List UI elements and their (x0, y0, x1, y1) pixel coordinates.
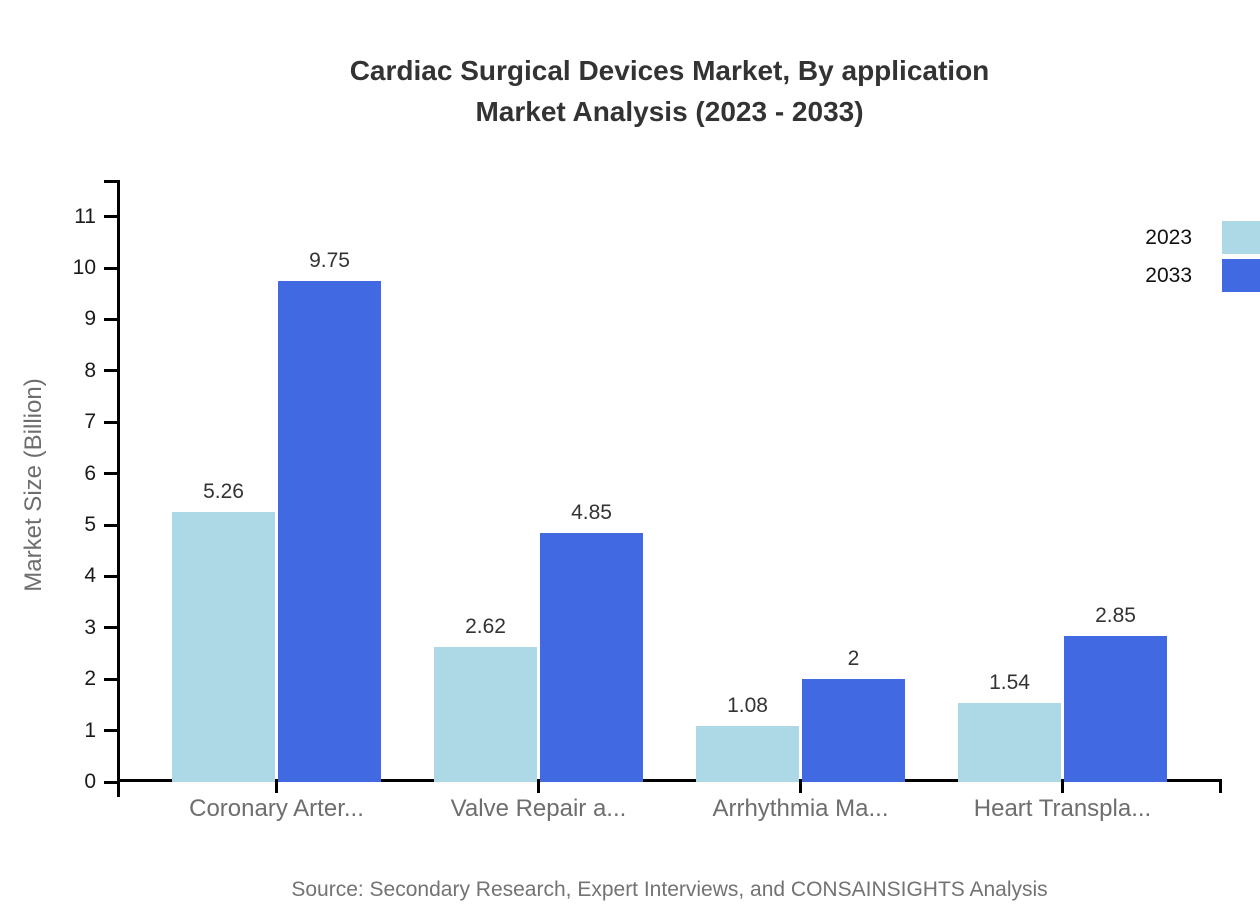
category-label: Coronary Arter... (189, 795, 364, 822)
y-tick (104, 472, 117, 476)
x-axis-line (117, 779, 1222, 782)
chart-title: Cardiac Surgical Devices Market, By appl… (117, 50, 1222, 132)
bar-value-label: 4.85 (571, 500, 612, 524)
x-tick (1061, 779, 1064, 793)
legend-label: 2023 (1145, 226, 1192, 249)
y-axis-line (117, 180, 120, 797)
y-axis-end-cap (104, 180, 117, 183)
chart-title-line-1: Cardiac Surgical Devices Market, By appl… (349, 55, 990, 86)
bar-2033-4 (1064, 635, 1167, 782)
y-tick-label: 10 (72, 256, 96, 279)
y-tick (104, 523, 117, 527)
y-tick-label: 11 (74, 204, 96, 228)
y-tick (104, 780, 117, 784)
y-tick (104, 369, 117, 373)
legend-swatch-2023 (1222, 221, 1260, 254)
y-tick (104, 626, 117, 630)
legend: 2023 2033 (1145, 221, 1260, 292)
bar-2023-3 (696, 726, 799, 782)
y-tick (104, 420, 117, 424)
x-tick (799, 779, 802, 793)
bar-2023-2 (434, 647, 537, 782)
category-label: Heart Transpla... (973, 795, 1152, 822)
y-tick (104, 729, 117, 733)
y-tick-label: 1 (84, 718, 96, 742)
category-label: Arrhythmia Ma... (712, 795, 889, 822)
bar-2033-2 (540, 532, 643, 782)
y-tick-label: 9 (84, 307, 96, 331)
y-tick (104, 215, 117, 219)
y-tick-label: 4 (84, 564, 96, 588)
bar-value-label: 9.75 (309, 248, 350, 272)
legend-swatch-2033 (1222, 259, 1260, 292)
category-label: Valve Repair a... (450, 795, 627, 822)
y-tick-label: 2 (84, 667, 96, 691)
source-text: Source: Secondary Research, Expert Inter… (291, 878, 1048, 901)
y-tick-label: 3 (84, 615, 96, 639)
y-tick (104, 317, 117, 321)
y-tick (104, 266, 117, 270)
bar-value-label: 1.54 (989, 670, 1030, 694)
bar-value-label: 2 (847, 647, 860, 671)
bar-2023-1 (172, 511, 275, 782)
legend-item-2023: 2023 (1145, 221, 1260, 254)
legend-label: 2033 (1145, 264, 1192, 287)
legend-item-2033: 2033 (1145, 259, 1260, 292)
bar-value-label: 5.26 (203, 479, 244, 503)
bar-value-label: 2.62 (465, 615, 506, 639)
x-tick (537, 779, 540, 793)
chart-title-line-2: Market Analysis (2023 - 2033) (475, 96, 864, 127)
y-tick (104, 574, 117, 578)
bar-2033-3 (802, 679, 905, 782)
x-tick (275, 779, 278, 793)
y-tick-label: 0 (84, 770, 96, 793)
x-axis-end-cap (1219, 779, 1222, 793)
y-tick-label: 5 (84, 513, 96, 536)
y-tick (104, 677, 117, 681)
y-tick-label: 8 (84, 358, 96, 382)
bar-2033-1 (278, 280, 381, 782)
bar-value-label: 1.08 (727, 694, 768, 718)
bar-value-label: 2.85 (1095, 603, 1136, 627)
y-tick-label: 6 (84, 461, 96, 485)
y-tick-label: 7 (84, 410, 96, 434)
bar-2023-4 (958, 702, 1061, 782)
